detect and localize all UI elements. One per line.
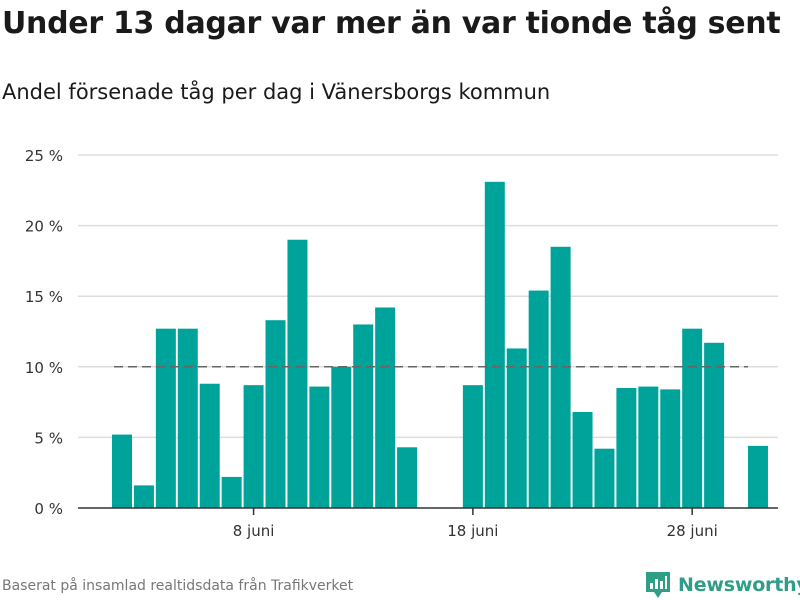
- x-tick-label: 8 juni: [233, 522, 275, 540]
- newsworthy-logo-icon: [646, 572, 670, 598]
- bar: [572, 411, 593, 508]
- y-tick-label: 15 %: [25, 288, 63, 306]
- bar: [287, 239, 308, 508]
- bar: [660, 389, 681, 508]
- source-note: Baserat på insamlad realtidsdata från Tr…: [2, 578, 354, 594]
- bar: [309, 386, 330, 508]
- bar: [353, 324, 374, 508]
- bar: [375, 307, 396, 508]
- y-tick-label: 0 %: [34, 500, 63, 518]
- x-tick-label: 18 juni: [447, 522, 498, 540]
- y-tick-label: 10 %: [25, 359, 63, 377]
- bar: [638, 386, 659, 508]
- bar: [550, 246, 571, 508]
- bar: [682, 328, 703, 508]
- bar: [155, 328, 176, 508]
- x-tick-label: 28 juni: [667, 522, 718, 540]
- bar: [594, 448, 615, 508]
- bar: [112, 434, 132, 508]
- bar: [462, 385, 483, 508]
- bars-layer: [112, 181, 768, 508]
- chart-subtitle: Andel försenade tåg per dag i Vänersborg…: [2, 80, 551, 104]
- bar: [506, 348, 527, 508]
- bar: [265, 320, 286, 508]
- bar: [243, 385, 264, 508]
- bar: [528, 290, 549, 508]
- bar: [747, 445, 768, 508]
- bar: [133, 485, 154, 508]
- newsworthy-logo: Newsworthy: [644, 570, 800, 600]
- brand-name: Newsworthy: [678, 574, 800, 596]
- bar: [616, 387, 637, 508]
- bar: [397, 447, 418, 508]
- bar: [177, 328, 198, 508]
- chart-title: Under 13 dagar var mer än var tionde tåg…: [2, 6, 781, 41]
- bar: [331, 366, 352, 508]
- bar: [484, 181, 505, 508]
- bar: [221, 476, 242, 508]
- bar: [704, 342, 725, 508]
- bar: [199, 383, 220, 508]
- y-tick-label: 5 %: [34, 429, 63, 447]
- y-tick-label: 20 %: [25, 218, 63, 236]
- axis-layer: 0 % 5 % 10 % 15 % 20 % 25 % 8 juni 18 juni 28 ju…: [25, 147, 778, 540]
- y-tick-label: 25 %: [25, 147, 63, 165]
